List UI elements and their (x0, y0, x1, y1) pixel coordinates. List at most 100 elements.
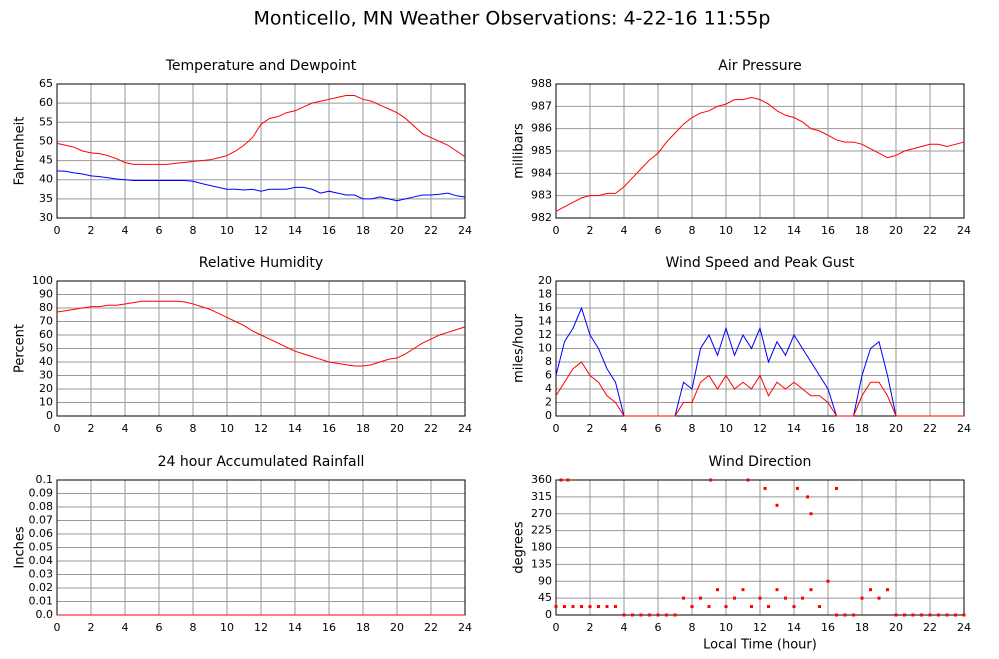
y-tick-label: 65 (39, 77, 53, 90)
y-tick-label: 0.0 (36, 608, 54, 621)
point (724, 605, 728, 609)
x-tick-label: 24 (957, 621, 971, 634)
x-tick-label: 18 (356, 621, 370, 634)
x-tick-label: 20 (889, 422, 903, 435)
point (869, 588, 872, 592)
y-tick-label: 100 (32, 274, 53, 287)
x-tick-label: 4 (122, 621, 129, 634)
x-tick-label: 16 (821, 224, 835, 237)
x-tick-label: 14 (288, 621, 302, 634)
x-tick-label: 6 (156, 621, 163, 634)
x-tick-label: 10 (220, 621, 234, 634)
x-tick-label: 0 (54, 224, 61, 237)
y-tick-label: 0 (545, 409, 552, 422)
y-tick-label: 4 (545, 382, 552, 395)
x-tick-label: 10 (719, 422, 733, 435)
x-tick-label: 2 (88, 621, 95, 634)
x-tick-label: 6 (655, 224, 662, 237)
x-tick-label: 22 (424, 422, 438, 435)
x-tick-label: 16 (821, 621, 835, 634)
point (911, 613, 915, 617)
point (835, 486, 838, 490)
x-tick-label: 24 (458, 422, 472, 435)
point (763, 486, 767, 490)
point (559, 478, 563, 482)
x-tick-label: 6 (655, 621, 662, 634)
point (605, 605, 609, 609)
y-tick-label: 10 (39, 396, 53, 409)
x-tick-label: 8 (190, 422, 197, 435)
y-axis-label: Percent (13, 324, 28, 373)
y-tick-label: 988 (531, 77, 552, 90)
point (945, 613, 949, 617)
y-tick-label: 50 (39, 134, 53, 147)
y-tick-label: 0.09 (29, 487, 54, 500)
x-tick-label: 6 (156, 224, 163, 237)
point (954, 613, 957, 617)
point (682, 596, 685, 600)
y-axis-label: Inches (13, 526, 28, 568)
y-tick-label: 60 (39, 96, 53, 109)
plot-frame (56, 83, 466, 219)
point (563, 605, 566, 609)
x-tick-label: 20 (889, 224, 903, 237)
x-tick-label: 6 (156, 422, 163, 435)
y-tick-label: 0.08 (29, 500, 54, 513)
y-tick-label: 55 (39, 115, 53, 128)
y-tick-label: 12 (538, 328, 552, 341)
y-tick-label: 16 (538, 301, 552, 314)
point (554, 605, 558, 609)
x-tick-label: 10 (719, 621, 733, 634)
y-tick-label: 30 (39, 369, 53, 382)
y-tick-label: 135 (531, 557, 552, 570)
series-line (56, 170, 466, 202)
point (707, 605, 711, 609)
y-tick-label: 20 (39, 382, 53, 395)
x-tick-label: 16 (322, 621, 336, 634)
x-tick-label: 18 (855, 224, 869, 237)
x-tick-label: 4 (621, 422, 628, 435)
point (639, 613, 643, 617)
x-tick-label: 14 (288, 224, 302, 237)
x-tick-label: 8 (689, 224, 696, 237)
point (622, 613, 626, 617)
point (648, 613, 651, 617)
point (709, 478, 713, 482)
point (775, 588, 779, 592)
x-tick-label: 12 (254, 422, 268, 435)
point (920, 613, 923, 617)
y-axis-label: degrees (512, 521, 527, 574)
point (614, 605, 617, 609)
y-tick-label: 0.02 (29, 581, 54, 594)
y-tick-label: 70 (39, 315, 53, 328)
point (843, 613, 847, 617)
point (818, 605, 821, 609)
y-axis-label: miles/hour (512, 313, 527, 382)
chart-title: Temperature and Dewpoint (165, 58, 357, 74)
x-tick-label: 14 (288, 422, 302, 435)
y-tick-label: 30 (39, 211, 53, 224)
point (690, 605, 694, 609)
x-tick-label: 8 (190, 621, 197, 634)
y-tick-label: 987 (531, 99, 552, 112)
x-tick-label: 12 (753, 621, 767, 634)
y-tick-label: 315 (531, 490, 552, 503)
y-tick-label: 2 (545, 396, 552, 409)
point (571, 605, 575, 609)
x-tick-label: 2 (587, 224, 594, 237)
y-tick-label: 0 (46, 409, 53, 422)
x-axis-label: Local Time (hour) (703, 638, 817, 653)
y-tick-label: 35 (39, 192, 53, 205)
chart-title: Air Pressure (718, 58, 801, 74)
y-tick-label: 40 (39, 173, 53, 186)
x-tick-label: 20 (390, 422, 404, 435)
y-tick-label: 6 (545, 369, 552, 382)
point (962, 613, 966, 617)
point (656, 613, 660, 617)
point (784, 596, 787, 600)
y-tick-label: 10 (538, 342, 552, 355)
point (588, 605, 592, 609)
point (835, 613, 838, 617)
x-tick-label: 4 (122, 224, 129, 237)
